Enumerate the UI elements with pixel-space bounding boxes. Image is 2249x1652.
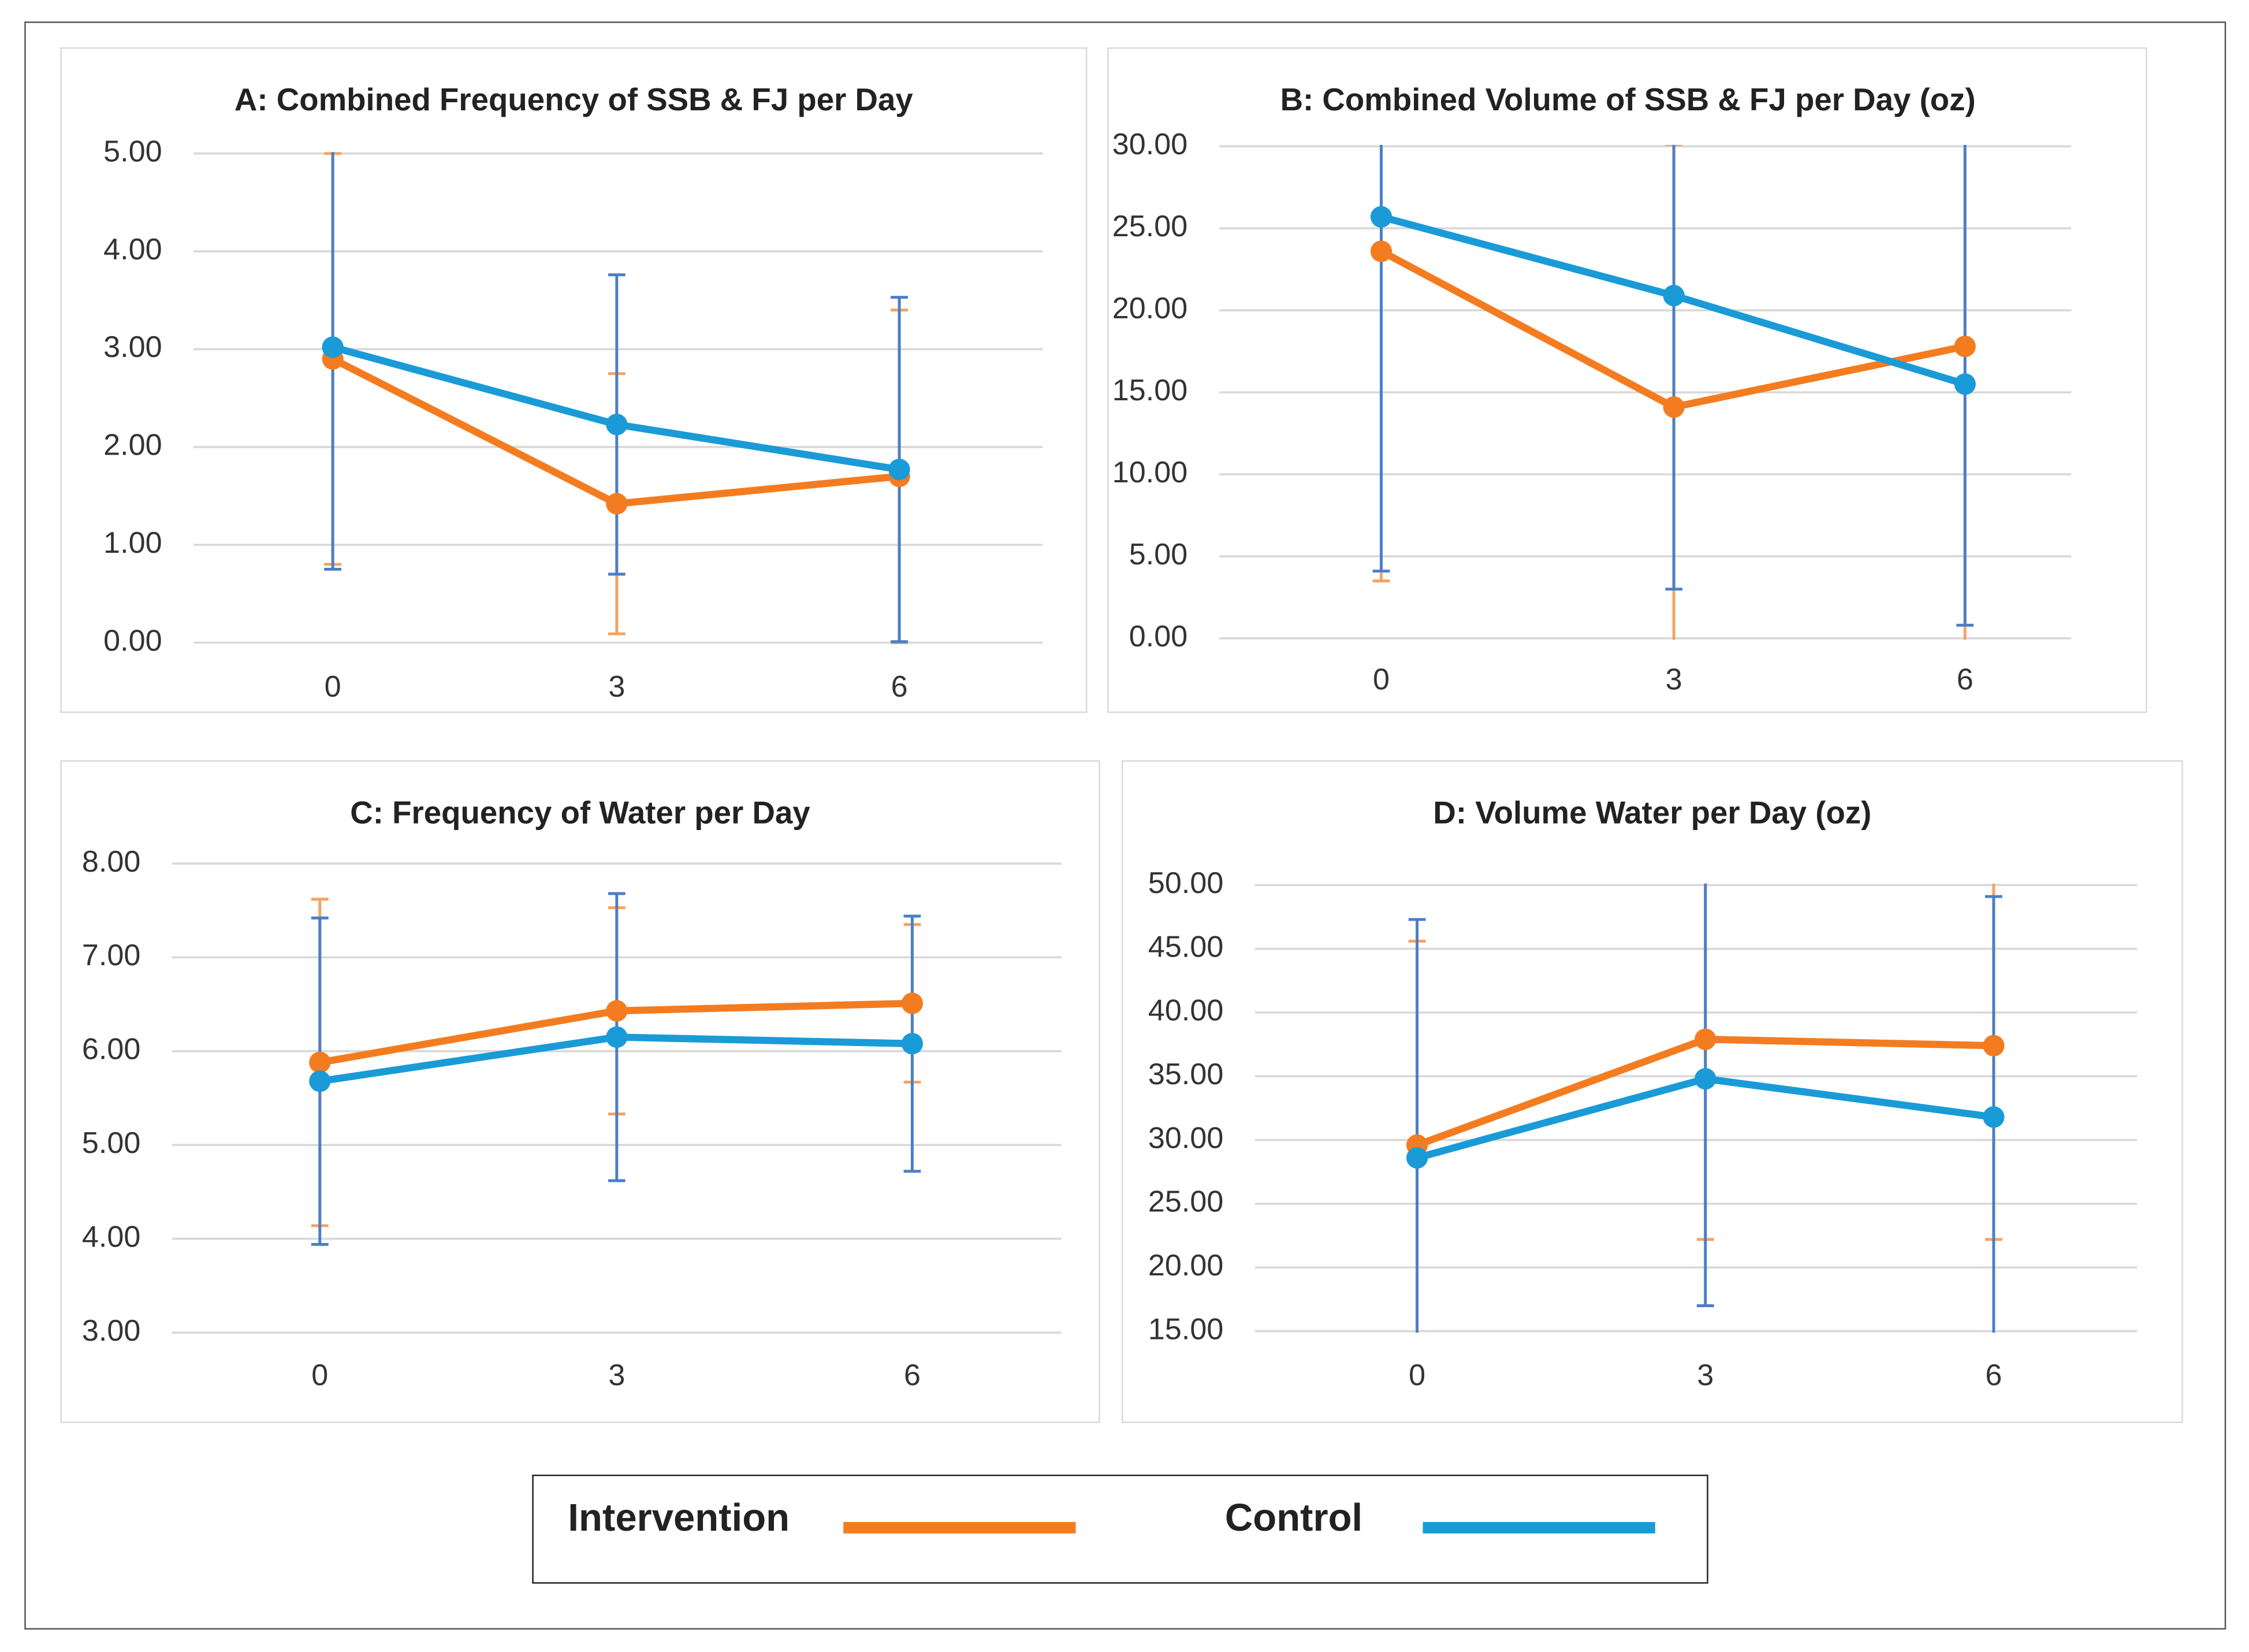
point xyxy=(1663,396,1685,418)
point xyxy=(1695,1068,1716,1090)
y-tick-label: 1.00 xyxy=(103,526,162,560)
y-tick-label: 10.00 xyxy=(1112,456,1187,489)
chart-title: C: Frequency of Water per Day xyxy=(350,794,810,831)
y-tick-label: 4.00 xyxy=(82,1220,140,1253)
figure-frame xyxy=(24,21,2226,1630)
legend: Intervention Control xyxy=(532,1474,1708,1584)
point xyxy=(1954,336,1976,358)
point xyxy=(1983,1106,2005,1128)
legend-label: Control xyxy=(1224,1496,1363,1539)
point xyxy=(606,493,628,515)
y-tick-label: 15.00 xyxy=(1112,374,1187,407)
x-tick-label: 0 xyxy=(311,1359,328,1392)
x-tick-label: 3 xyxy=(608,1359,625,1392)
legend-label: Intervention xyxy=(568,1496,790,1539)
point xyxy=(901,992,924,1014)
point xyxy=(606,1026,628,1048)
y-tick-label: 5.00 xyxy=(103,135,162,169)
point xyxy=(309,1070,331,1092)
point xyxy=(309,1051,331,1073)
x-tick-label: 6 xyxy=(1957,663,1974,696)
point xyxy=(1406,1147,1428,1169)
y-tick-label: 15.00 xyxy=(1148,1312,1223,1346)
point xyxy=(606,414,628,436)
x-tick-label: 0 xyxy=(325,670,341,704)
point xyxy=(1983,1035,2005,1056)
legend-swatch xyxy=(843,1521,1076,1534)
y-tick-label: 30.00 xyxy=(1148,1121,1223,1155)
x-tick-label: 0 xyxy=(1373,663,1390,696)
y-tick-label: 4.00 xyxy=(103,233,162,266)
y-tick-label: 8.00 xyxy=(82,845,140,879)
panel xyxy=(60,47,1088,713)
y-tick-label: 20.00 xyxy=(1112,292,1187,325)
y-tick-label: 5.00 xyxy=(82,1126,140,1160)
chart-title: A: Combined Frequency of SSB & FJ per Da… xyxy=(234,81,913,118)
y-tick-label: 0.00 xyxy=(103,624,162,657)
y-tick-label: 50.00 xyxy=(1148,866,1223,900)
y-tick-label: 7.00 xyxy=(82,939,140,972)
y-tick-label: 25.00 xyxy=(1112,210,1187,243)
x-tick-label: 6 xyxy=(1985,1359,2002,1392)
x-tick-label: 0 xyxy=(1409,1359,1425,1392)
y-tick-label: 35.00 xyxy=(1148,1058,1223,1091)
x-tick-label: 3 xyxy=(1697,1359,1714,1392)
y-tick-label: 40.00 xyxy=(1148,994,1223,1028)
point xyxy=(1954,373,1976,395)
y-tick-label: 0.00 xyxy=(1129,620,1187,653)
legend-swatch xyxy=(1423,1521,1655,1534)
x-tick-label: 6 xyxy=(891,670,908,704)
panel xyxy=(60,760,1100,1423)
x-tick-label: 3 xyxy=(608,670,625,704)
y-tick-label: 2.00 xyxy=(103,429,162,462)
point xyxy=(322,336,344,358)
x-tick-label: 6 xyxy=(904,1359,921,1392)
point xyxy=(888,459,910,481)
y-tick-label: 45.00 xyxy=(1148,930,1223,963)
point xyxy=(1370,240,1392,262)
point xyxy=(1370,206,1392,228)
y-tick-label: 30.00 xyxy=(1112,128,1187,161)
error-bar xyxy=(1372,144,1390,573)
y-tick-label: 3.00 xyxy=(103,330,162,364)
y-tick-label: 20.00 xyxy=(1148,1249,1223,1282)
y-tick-label: 6.00 xyxy=(82,1033,140,1066)
chart-title: B: Combined Volume of SSB & FJ per Day (… xyxy=(1280,81,1976,118)
x-tick-label: 3 xyxy=(1666,663,1682,696)
plot-area xyxy=(324,152,908,645)
point xyxy=(901,1033,924,1055)
y-tick-label: 3.00 xyxy=(82,1314,140,1348)
chart-title: D: Volume Water per Day (oz) xyxy=(1433,794,1872,831)
point xyxy=(1695,1028,1716,1050)
point xyxy=(606,1000,628,1022)
plot-area xyxy=(1372,144,1974,640)
y-tick-label: 25.00 xyxy=(1148,1185,1223,1219)
point xyxy=(1663,285,1685,307)
y-tick-label: 5.00 xyxy=(1129,538,1187,571)
